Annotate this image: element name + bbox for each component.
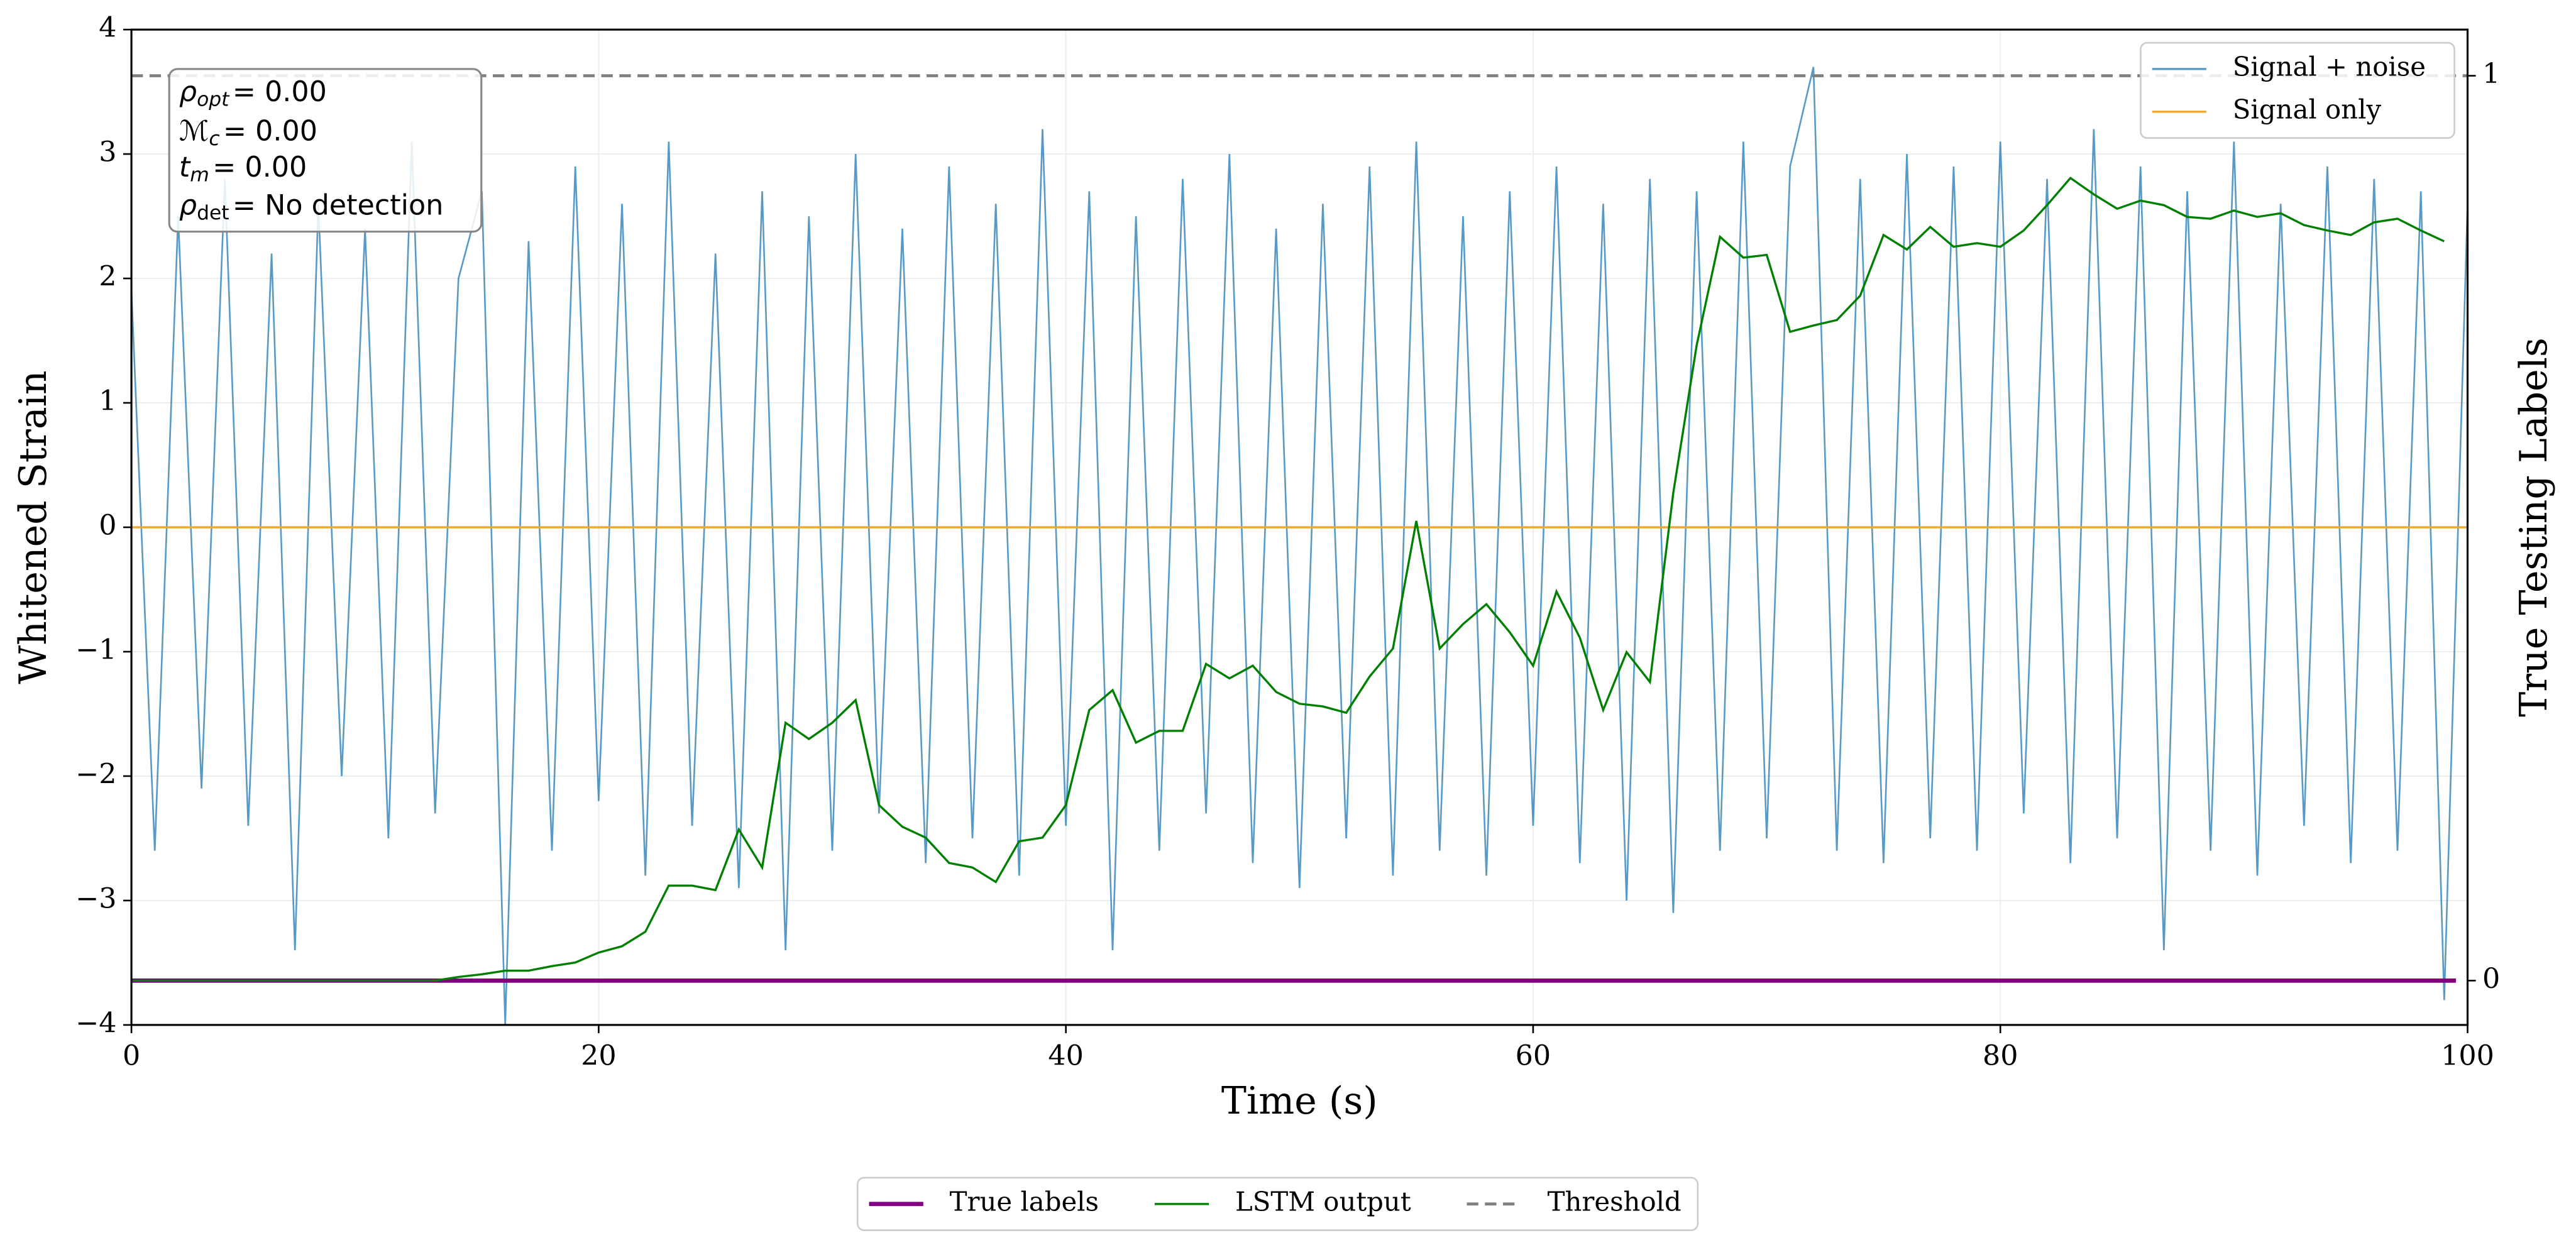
y-tick-label: 0: [99, 509, 116, 541]
y-tick-label: 1: [99, 385, 116, 417]
x-tick-label: 60: [1516, 1040, 1551, 1072]
annotation-box: [168, 68, 483, 233]
y2-tick-label: 0: [2482, 963, 2500, 995]
annotation-text: = 0.00: [212, 151, 307, 184]
y-tick-label: −1: [75, 633, 116, 666]
annotation-text: = No detection: [233, 189, 444, 221]
annotation-symbol: ρ: [179, 189, 197, 221]
legend-box: [856, 1176, 1699, 1231]
annotation-sub: det: [197, 202, 229, 224]
y-tick-label: −2: [75, 758, 116, 790]
legends: Signal + noise Signal only True labels LSTM…: [856, 41, 2455, 1231]
annotation: ℳc = 0.00: [179, 116, 317, 150]
annotation-text: = 0.00: [223, 116, 317, 148]
annotation-symbol: ℳ: [179, 116, 209, 148]
annotation: tm = 0.00: [179, 151, 307, 186]
legend-label: Threshold: [1548, 1186, 1682, 1217]
legend-label: True labels: [950, 1186, 1099, 1217]
y-tick-label: −4: [75, 1007, 116, 1039]
y-tick-label: −3: [75, 882, 116, 914]
x-axis-label: Time (s): [1221, 1079, 1378, 1123]
x-tick-label: 40: [1048, 1040, 1084, 1072]
x-tick-label: 80: [1983, 1040, 2018, 1072]
series-line: [131, 176, 2445, 982]
legend-box: [2140, 41, 2455, 139]
annotation-sub: opt: [197, 88, 230, 111]
y2-axis-label: True Testing Labels: [2512, 337, 2556, 717]
annotation-sub: c: [209, 128, 219, 150]
annotation: ρopt = 0.00: [179, 76, 327, 111]
data: [130, 67, 2469, 1025]
annotation-sub: m: [190, 164, 209, 187]
legend-label: LSTM output: [1235, 1186, 1411, 1217]
y-axis-label: Whitened Strain: [11, 370, 55, 684]
annotation-text: = 0.00: [233, 76, 327, 108]
annotation: ρdet = No detection: [179, 189, 443, 224]
y-tick-label: 3: [99, 136, 116, 168]
annotation-symbol: t: [179, 151, 191, 184]
legend-label: Signal only: [2233, 94, 2382, 124]
y-tick-label: 2: [99, 261, 116, 293]
y-tick-label: 4: [99, 12, 116, 44]
y2-tick-label: 1: [2482, 58, 2500, 90]
x-tick-label: 100: [2441, 1040, 2494, 1072]
legend-label: Signal + noise: [2233, 51, 2426, 82]
series-line: [130, 67, 2469, 1025]
x-tick-label: 20: [581, 1040, 617, 1072]
annotation-symbol: ρ: [179, 76, 197, 108]
x-tick-label: 0: [123, 1040, 140, 1072]
